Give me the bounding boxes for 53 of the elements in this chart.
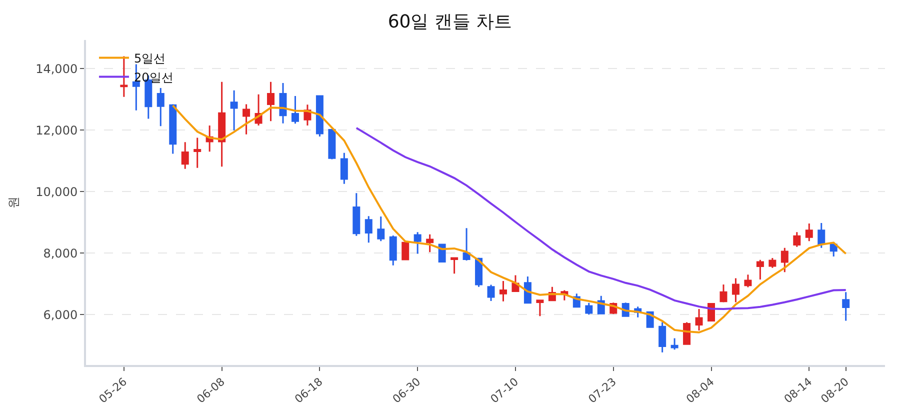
candlestick: [683, 322, 691, 346]
candlestick: [768, 257, 776, 269]
candlestick: [389, 234, 397, 266]
candlestick: [585, 302, 593, 316]
candlestick: [194, 137, 202, 169]
candlestick: [536, 299, 544, 317]
candlestick: [316, 95, 324, 138]
y-axis-title: 원: [6, 196, 20, 208]
candlestick: [340, 152, 348, 185]
candlestick: [842, 291, 850, 322]
candlestick: [780, 247, 788, 273]
candlestick: [756, 259, 764, 280]
candlestick: [793, 231, 801, 248]
candlestick: [328, 129, 336, 160]
candlestick: [230, 90, 238, 132]
y-tick-label: 14,000: [36, 62, 78, 76]
candlestick: [499, 280, 507, 302]
candlestick: [291, 95, 299, 124]
candlestick: [524, 276, 532, 304]
candlestick: [242, 104, 250, 136]
candlestick: [156, 87, 164, 127]
candlestick: [720, 284, 728, 304]
candlestick: [818, 222, 826, 249]
y-tick-label: 6,000: [43, 308, 78, 322]
candlestick: [181, 141, 189, 170]
candlestick: [352, 192, 360, 237]
candlestick: [450, 256, 458, 274]
candlestick: [377, 216, 385, 242]
candlestick: [218, 81, 226, 168]
candlestick: [744, 274, 752, 288]
candlestick: [670, 338, 678, 350]
candlestick: [475, 256, 483, 288]
candlestick: [695, 308, 703, 332]
candlestick: [805, 222, 813, 242]
candlestick: [462, 227, 470, 262]
y-tick-label: 12,000: [36, 123, 78, 138]
candlestick: [279, 82, 287, 124]
candlestick: [169, 104, 177, 155]
candlestick: [732, 278, 740, 304]
line-series: [172, 104, 847, 334]
candlestick: [364, 215, 372, 244]
candlestick: [426, 234, 434, 253]
line-series: [355, 126, 847, 310]
y-tick-label: 8,000: [43, 246, 78, 260]
legend-label: 5일선: [134, 51, 166, 66]
candlestick: [487, 284, 495, 302]
candlestick: [658, 322, 666, 354]
chart-title: 60일 캔들 차트: [388, 11, 512, 32]
candlestick: [414, 231, 422, 254]
y-tick-label: 10,000: [36, 184, 78, 199]
candlestick: [402, 242, 410, 260]
candlestick: [267, 81, 275, 122]
candlestick: [120, 56, 128, 98]
